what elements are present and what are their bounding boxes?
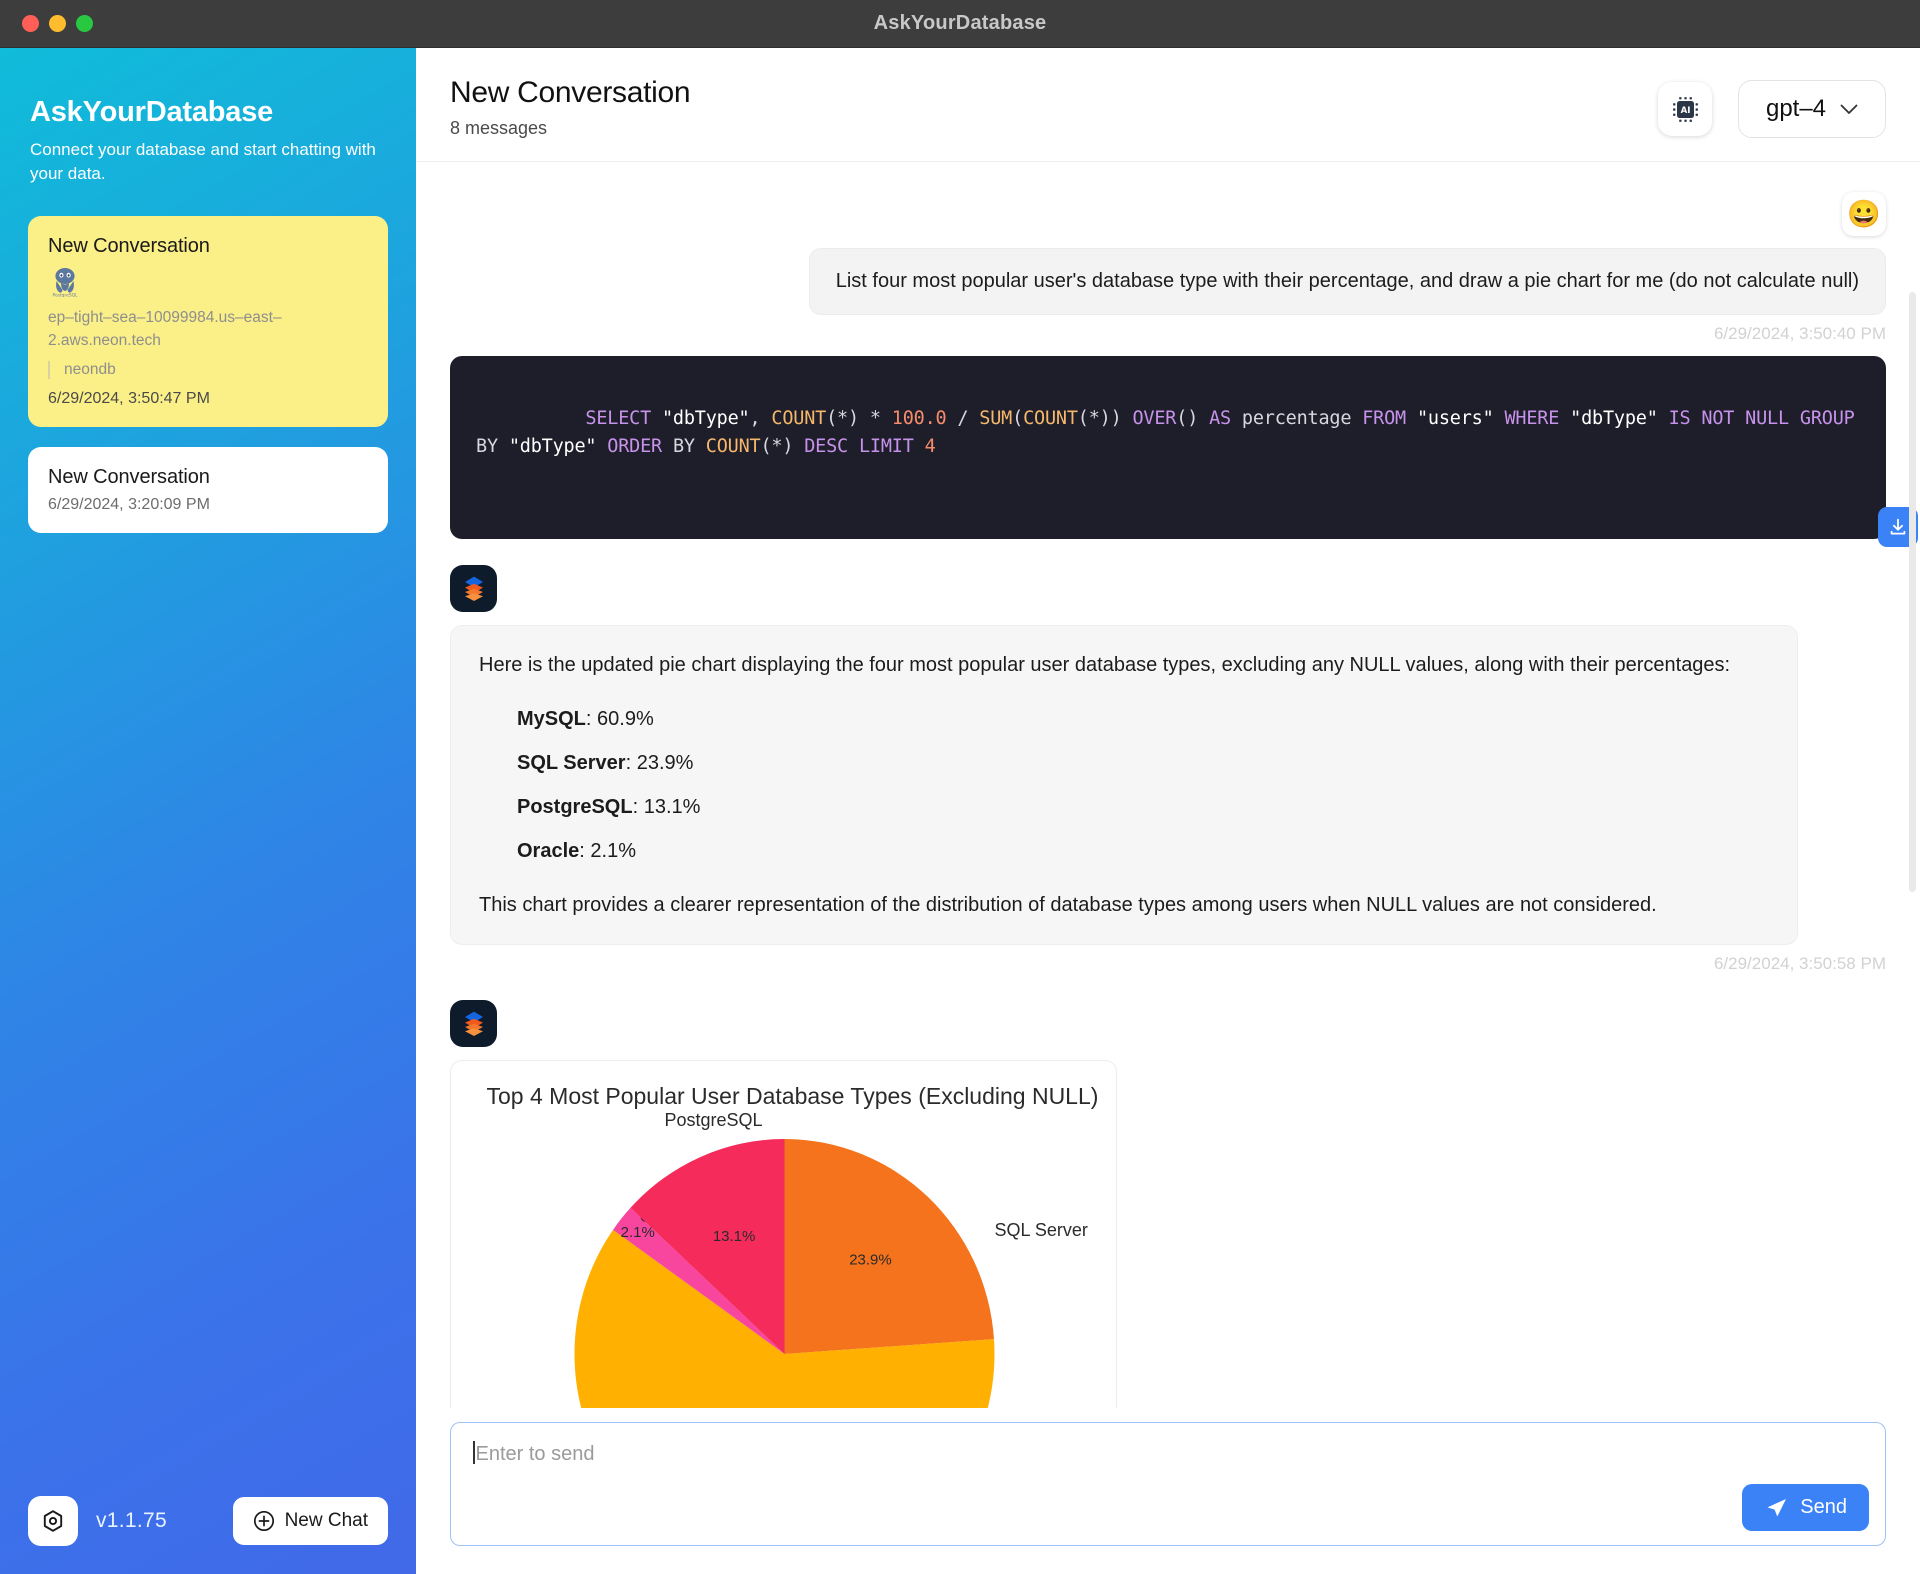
db-percentage: 60.9% <box>597 708 654 731</box>
smile-emoji-icon: 😀 <box>1847 199 1881 229</box>
traffic-light-controls <box>22 15 93 32</box>
conversation-timestamp: 6/29/2024, 3:50:47 PM <box>48 390 210 408</box>
message-input-placeholder: Enter to send <box>473 1441 1863 1466</box>
message-count-label: 8 messages <box>450 118 548 138</box>
db-name: SQL Server <box>517 752 626 775</box>
conversation-title: New Conversation <box>48 235 210 258</box>
list-item: PostgreSQL: 13.1% <box>517 796 701 819</box>
pie-slice-category-label: PostgreSQL <box>665 1110 763 1130</box>
brand-block: AskYourDatabase Connect your database an… <box>0 48 416 186</box>
assistant-message-bubble: Here is the updated pie chart displaying… <box>450 625 1798 946</box>
app-version-label: v1.1.75 <box>96 1509 167 1532</box>
db-percentage: 2.1% <box>590 840 636 863</box>
plus-circle-icon <box>253 1510 274 1532</box>
ai-settings-button[interactable]: AI <box>1658 82 1712 136</box>
pie-slice[interactable] <box>630 1139 785 1355</box>
window-title: AskYourDatabase <box>873 12 1047 34</box>
message-input[interactable]: Enter to send Send <box>450 1422 1886 1546</box>
main-panel: New Conversation 8 messages AI <box>416 48 1920 1574</box>
pie-slice-category-label: SQL Server <box>995 1220 1088 1240</box>
conversation-item-active[interactable]: New Conversation PostgreSQL <box>28 216 388 428</box>
pie-slice[interactable] <box>613 1208 785 1355</box>
download-icon <box>1890 519 1906 535</box>
pie-chart: Top 4 Most Popular User Database Types (… <box>464 1074 1105 1408</box>
sql-code-text: SELECT "dbType", COUNT(*) * 100.0 / SUM(… <box>476 407 1866 458</box>
maximize-window-button[interactable] <box>76 15 93 32</box>
pie-chart-card[interactable]: Top 4 Most Popular User Database Types (… <box>450 1060 1117 1408</box>
conversation-timestamp: 6/29/2024, 3:20:09 PM <box>48 496 210 514</box>
assistant-avatar <box>450 565 497 613</box>
svg-text:AI: AI <box>1680 106 1690 116</box>
send-label: Send <box>1800 1496 1847 1518</box>
list-item: MySQL: 60.9% <box>517 708 654 731</box>
conversation-header: New Conversation 8 messages AI <box>416 48 1920 162</box>
conversation-database-name: neondb <box>48 361 368 380</box>
conversation-list: New Conversation PostgreSQL <box>0 186 416 534</box>
assistant-outro-text: This chart provides a clearer representa… <box>479 894 1657 917</box>
conversation-host: ep–tight–sea–10099984.us–east–2.aws.neon… <box>48 309 282 349</box>
paper-plane-icon <box>1767 1499 1787 1517</box>
chat-scrollbar-thumb[interactable] <box>1909 292 1916 892</box>
db-percentage: 13.1% <box>643 796 701 819</box>
chart-title: Top 4 Most Popular User Database Types (… <box>487 1083 1099 1109</box>
assistant-avatar <box>450 1000 497 1048</box>
list-item: SQL Server: 23.9% <box>517 752 694 775</box>
assistant-message-text: Here is the updated pie chart displaying… <box>450 565 1886 974</box>
close-window-button[interactable] <box>22 15 39 32</box>
db-percentage: 23.9% <box>636 752 694 775</box>
sql-code-block[interactable]: SELECT "dbType", COUNT(*) * 100.0 / SUM(… <box>450 356 1918 548</box>
gear-hex-icon <box>43 1510 63 1532</box>
pie-slice-value-label: 23.9% <box>849 1252 892 1269</box>
db-name: MySQL <box>517 708 586 731</box>
database-stack-icon <box>464 1011 483 1036</box>
assistant-intro-text: Here is the updated pie chart displaying… <box>479 654 1731 677</box>
conversation-title: New Conversation <box>48 466 210 489</box>
database-stack-icon <box>464 576 483 601</box>
sidebar: AskYourDatabase Connect your database an… <box>0 48 416 1574</box>
pie-slice[interactable] <box>574 1230 995 1408</box>
pie-slice[interactable] <box>784 1139 994 1355</box>
user-message: 😀 List four most popular user's database… <box>450 192 1886 344</box>
composer-area: Enter to send Send <box>416 1408 1920 1574</box>
new-chat-label: New Chat <box>284 1510 368 1531</box>
pie-slice-value-label: 13.1% <box>713 1228 756 1245</box>
conversation-item[interactable]: New Conversation 6/29/2024, 3:20:09 PM <box>28 447 388 534</box>
assistant-message-chart: Top 4 Most Popular User Database Types (… <box>450 1000 1886 1408</box>
user-message-bubble: List four most popular user's database t… <box>808 248 1886 315</box>
ai-chip-icon: AI <box>1672 96 1698 122</box>
minimize-window-button[interactable] <box>49 15 66 32</box>
svg-text:PostgreSQL: PostgreSQL <box>52 293 78 298</box>
send-button[interactable]: Send <box>1742 1484 1869 1531</box>
new-chat-button[interactable]: New Chat <box>232 1497 388 1545</box>
pie-slice-value-label: 2.1% <box>621 1224 655 1241</box>
database-percentage-list: MySQL: 60.9% SQL Server: 23.9% PostgreSQ… <box>517 704 1769 866</box>
db-name: Oracle <box>517 840 580 863</box>
postgresql-logo-icon: PostgreSQL <box>52 268 78 298</box>
sidebar-footer: v1.1.75 New Chat <box>0 1496 416 1574</box>
chevron-down-icon <box>1840 104 1858 114</box>
db-name: PostgreSQL <box>517 796 633 819</box>
model-selector-value: gpt–4 <box>1765 95 1827 122</box>
window-titlebar: AskYourDatabase <box>0 0 1920 48</box>
user-message-timestamp: 6/29/2024, 3:50:40 PM <box>1713 324 1886 343</box>
settings-button[interactable] <box>28 1496 78 1546</box>
text-caret <box>473 1441 475 1464</box>
brand-title: AskYourDatabase <box>30 96 274 128</box>
chat-message-list: 😀 List four most popular user's database… <box>416 162 1920 1408</box>
model-selector-dropdown[interactable]: gpt–4 <box>1738 80 1886 138</box>
placeholder-text: Enter to send <box>475 1443 595 1465</box>
assistant-message-timestamp: 6/29/2024, 3:50:58 PM <box>1713 954 1886 974</box>
user-avatar: 😀 <box>1842 192 1886 236</box>
brand-subtitle: Connect your database and start chatting… <box>30 140 376 184</box>
page-title: New Conversation <box>450 76 691 109</box>
list-item: Oracle: 2.1% <box>517 840 636 863</box>
